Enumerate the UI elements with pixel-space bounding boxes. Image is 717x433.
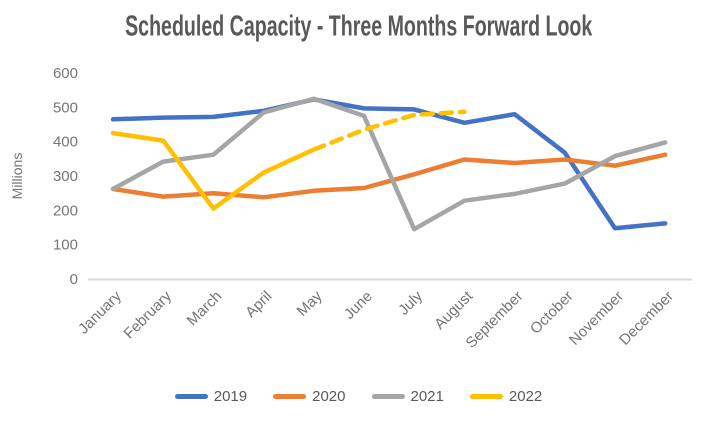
series-line-2019 [110, 97, 668, 231]
y-tick-label: 400 [53, 134, 78, 151]
y-tick-label: 300 [53, 168, 78, 185]
y-tick-label: 600 [53, 65, 78, 82]
x-tick-label: March [184, 288, 225, 329]
y-tick-label: 500 [53, 99, 78, 116]
x-tick-label: December [616, 288, 677, 349]
legend-swatch-2020 [273, 394, 307, 399]
x-tick-label: May [294, 287, 326, 319]
series-line-2022-forecast [311, 109, 467, 152]
y-tick-label: 0 [70, 271, 78, 288]
legend-item-2022: 2022 [469, 388, 543, 405]
legend-label: 2020 [312, 388, 346, 405]
x-tick-label: August [431, 287, 477, 333]
x-tick-label: April [242, 288, 275, 321]
legend-swatch-2021 [371, 394, 405, 399]
x-tick-label: January [75, 287, 125, 337]
series-line-2022 [110, 130, 317, 211]
chart-title-row: Scheduled Capacity - Three Months Forwar… [0, 9, 717, 42]
x-tick-label: February [121, 287, 176, 342]
legend-item-2021: 2021 [371, 388, 444, 405]
legend-swatch-2019 [174, 394, 208, 399]
legend-label: 2022 [508, 388, 543, 405]
line-chart-plot-area: 0 100 200 300 400 500 600 Millions JanuaryFebrua… [9, 65, 692, 352]
x-tick-label: June [341, 288, 376, 323]
y-tick-label: 200 [53, 202, 78, 219]
chart-legend: 2019 2020 2021 2022 [0, 388, 717, 405]
chart-title: Scheduled Capacity - Three Months Forwar… [124, 9, 593, 42]
x-tick-label: October [527, 288, 577, 338]
legend-label: 2019 [213, 388, 248, 405]
legend-item-2020: 2020 [273, 388, 346, 405]
legend-item-2019: 2019 [174, 388, 248, 405]
y-tick-label: 100 [53, 237, 78, 254]
legend-swatch-2022 [469, 394, 503, 399]
series-line-2021 [110, 96, 668, 232]
y-axis-title: Millions [9, 153, 25, 200]
legend-label: 2021 [410, 388, 444, 405]
x-tick-label: July [395, 287, 426, 318]
